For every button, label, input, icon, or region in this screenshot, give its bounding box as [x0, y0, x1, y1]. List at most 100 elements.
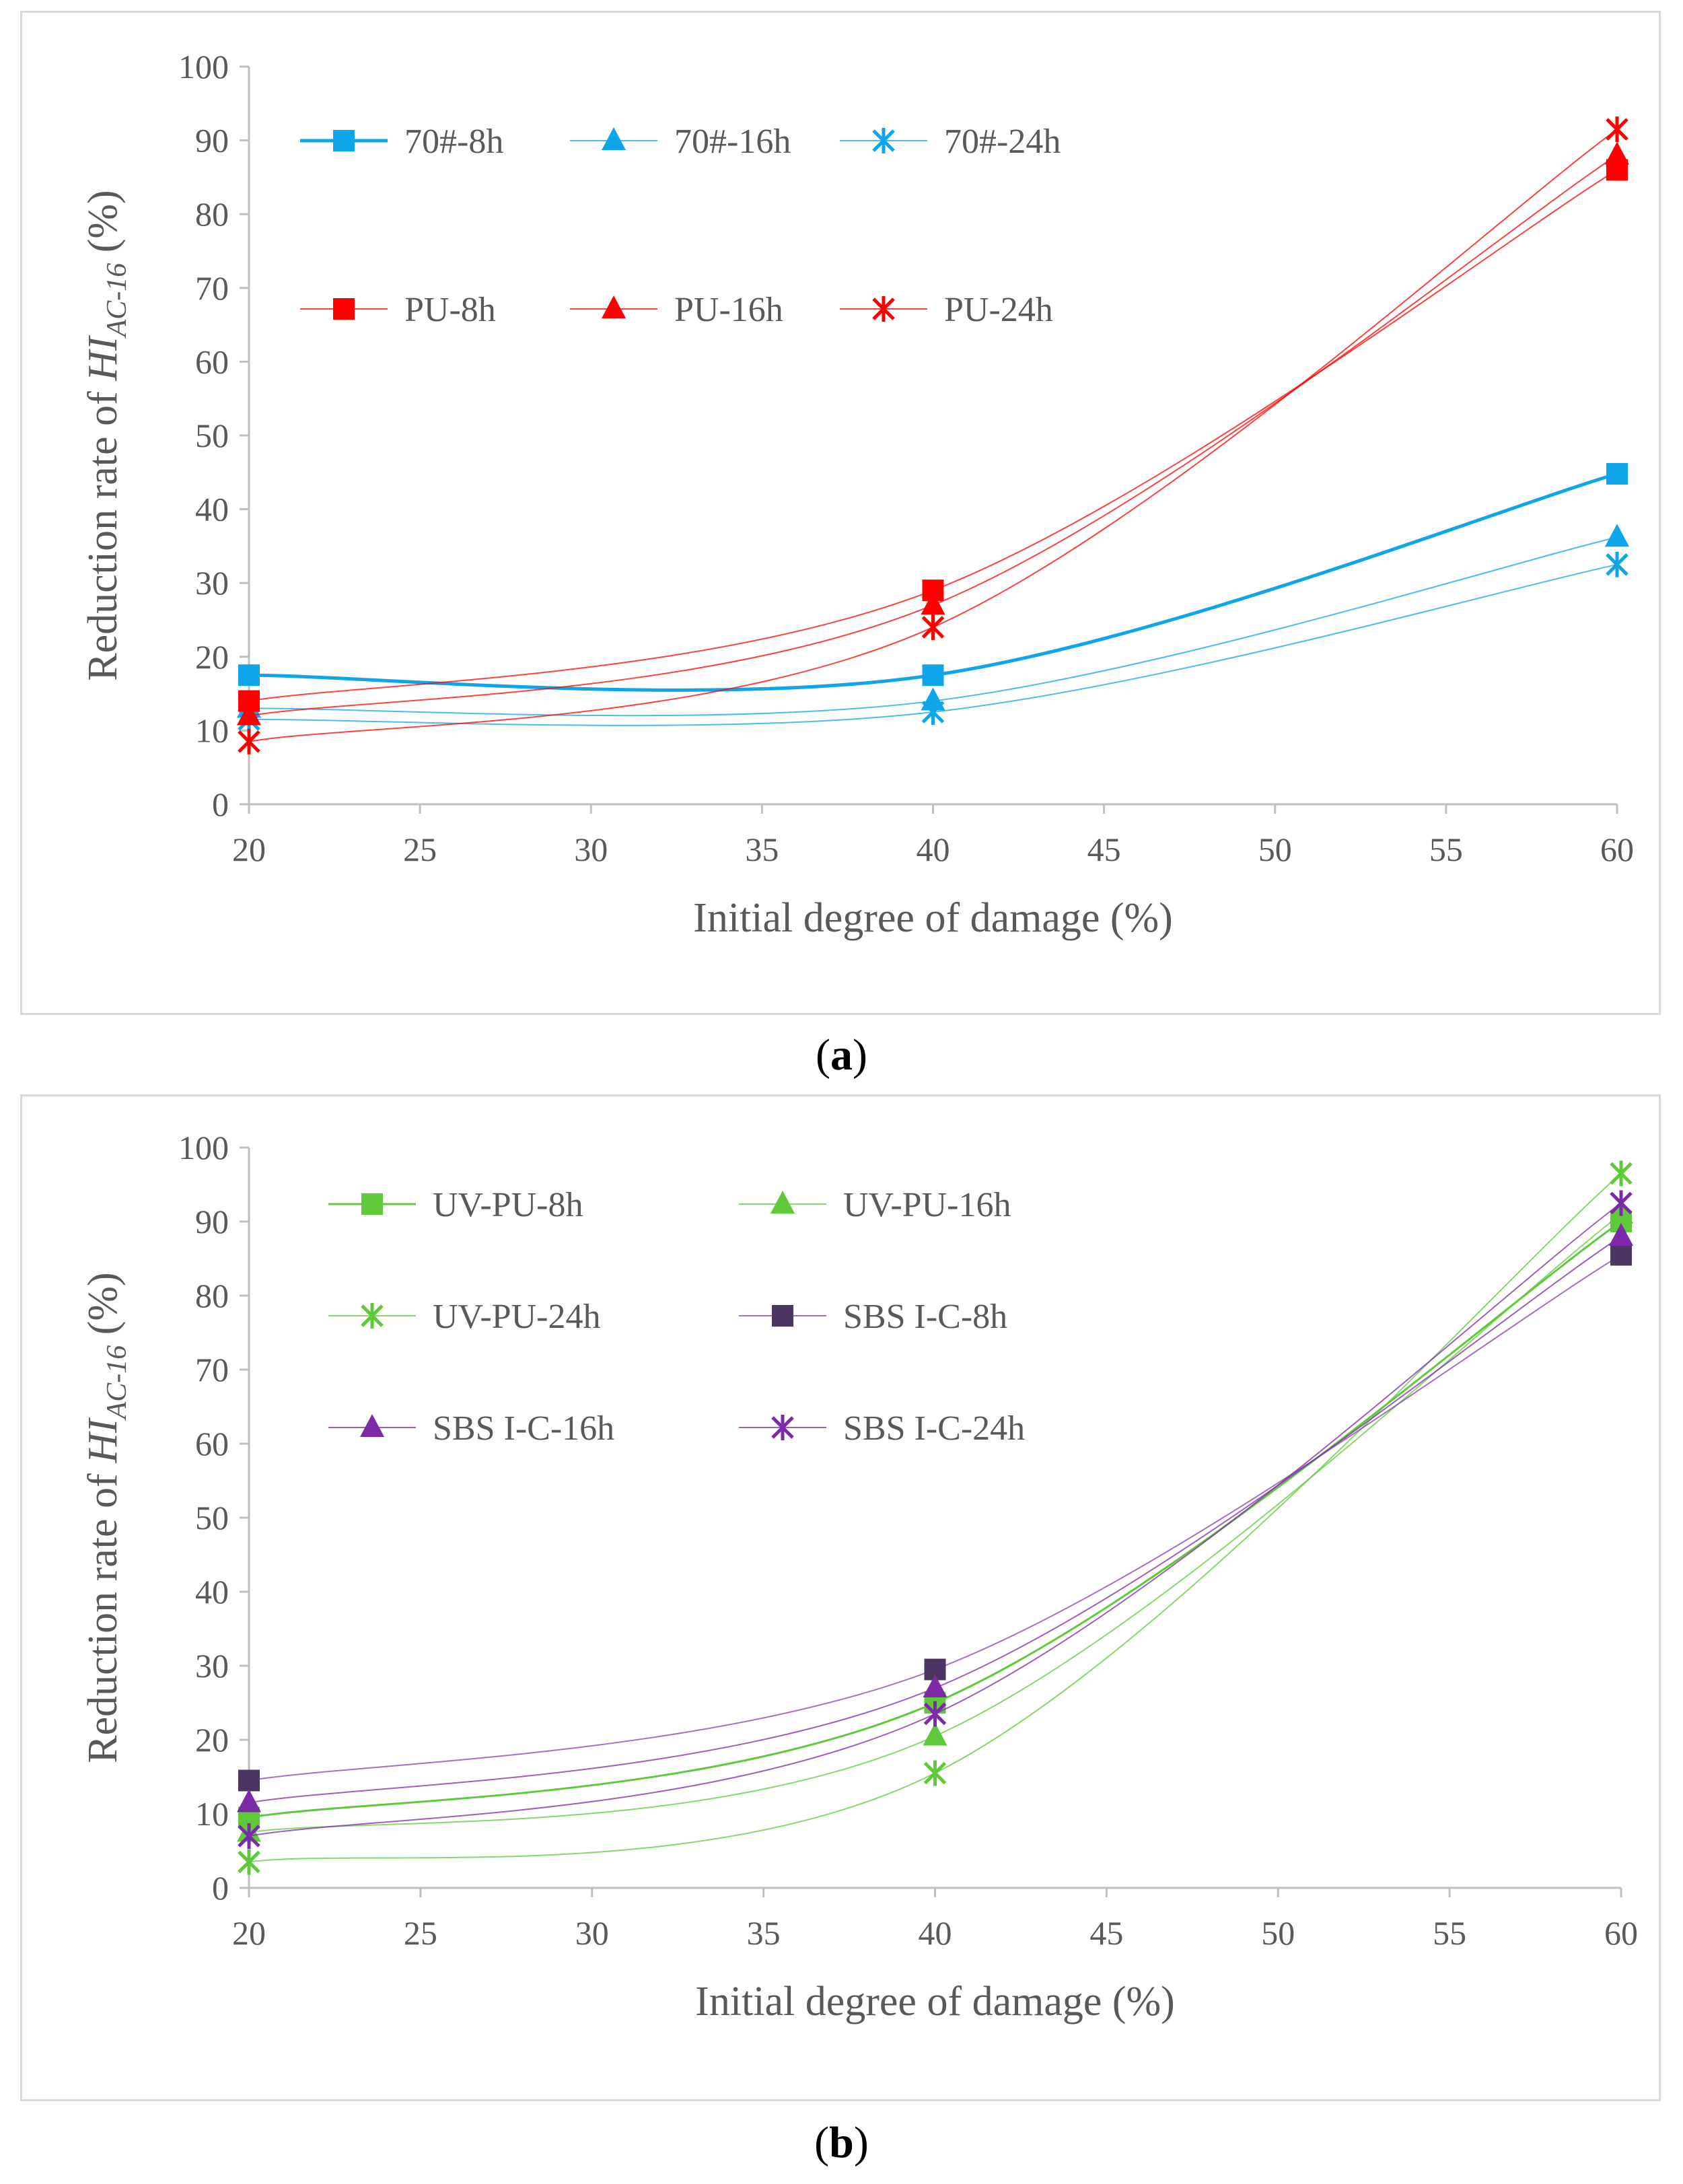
- series-pu-16h: [237, 141, 1629, 726]
- legend-label: PU-24h: [944, 291, 1053, 329]
- data-point: [238, 1769, 260, 1792]
- data-point: [921, 699, 945, 725]
- data-point: [923, 1760, 947, 1786]
- x-tick-label: 20: [232, 1914, 266, 1952]
- caption-a-close: ): [853, 1030, 867, 1080]
- y-axis-label: Reduction rate of HIAC-16 (%): [80, 1272, 133, 1763]
- x-tick-label: 60: [1600, 831, 1634, 868]
- x-axis-label: Initial degree of damage (%): [693, 895, 1173, 941]
- chart-a: 0 10 20 30 40 50 60 70 80 90 100 20 25 30 35 40 45 50 55 60…: [80, 48, 1634, 941]
- series-line: [248, 129, 1618, 742]
- data-point: [923, 1701, 947, 1727]
- series-70-24h: [238, 551, 1628, 732]
- y-tick-label: 40: [195, 491, 229, 528]
- y-tick-label: 80: [195, 195, 229, 233]
- y-tick-label: 90: [195, 122, 229, 160]
- y-tick-label: 30: [195, 1647, 229, 1685]
- legend-label: 70#-24h: [944, 122, 1061, 161]
- legend-marker: [771, 1191, 795, 1213]
- legend-marker: [360, 1414, 384, 1437]
- y-tick-label: 20: [195, 1721, 229, 1759]
- legend-label: UV-PU-8h: [433, 1186, 583, 1224]
- data-point: [923, 1722, 947, 1746]
- caption-a: (a): [0, 1030, 1683, 1081]
- caption-a-open: (: [816, 1030, 830, 1080]
- y-tick-label: 60: [195, 343, 229, 380]
- legend-marker: [361, 1303, 384, 1329]
- data-point: [1610, 1244, 1632, 1266]
- x-tick-label: 55: [1429, 831, 1463, 868]
- x-tick-label: 55: [1433, 1914, 1466, 1952]
- series-70-8h: [238, 462, 1628, 692]
- legend-marker: [771, 1415, 794, 1440]
- legend-marker: [361, 1193, 383, 1215]
- series-sbs-i-c-8h: [238, 1244, 1632, 1792]
- legend-label: UV-PU-24h: [433, 1298, 600, 1336]
- legend-item: SBS I-C-16h: [328, 1409, 614, 1448]
- legend-item: PU-8h: [300, 291, 496, 329]
- chart-b: 0 10 20 30 40 50 60 70 80 90 100 20 25 30 35 40 45 50 55 60…: [80, 1129, 1638, 2024]
- data-point: [1610, 1190, 1633, 1216]
- series-sbs-i-c-24h: [238, 1190, 1633, 1849]
- x-tick-label: 50: [1258, 831, 1292, 868]
- series-pu-8h: [238, 159, 1628, 712]
- series-line: [248, 1236, 1622, 1804]
- series-uv-pu-24h: [238, 1160, 1633, 1875]
- legend-label: PU-16h: [674, 291, 783, 329]
- series-uv-pu-16h: [237, 1201, 1633, 1842]
- data-point: [1605, 524, 1629, 547]
- legend: 70#-8h 70#-16h 70#-24h PU-8h PU-16h PU-24h: [300, 122, 1061, 329]
- y-axis-label: Reduction rate of HIAC-16 (%): [80, 190, 133, 680]
- data-point: [238, 1823, 260, 1849]
- y-tick-label: 30: [195, 564, 229, 602]
- chart-panel-a: 0 10 20 30 40 50 60 70 80 90 100 20 25 30 35 40 45 50 55 60…: [20, 11, 1661, 1015]
- legend-marker: [602, 127, 626, 150]
- x-tick-label: 50: [1261, 1914, 1295, 1952]
- caption-b-close: ): [853, 2118, 869, 2167]
- data-point: [238, 664, 260, 686]
- legend-marker: [602, 295, 626, 318]
- legend-item: 70#-16h: [570, 122, 791, 161]
- y-tick-label: 100: [178, 1129, 229, 1166]
- legend-item: UV-PU-8h: [328, 1186, 583, 1224]
- caption-a-letter: a: [830, 1030, 853, 1080]
- caption-b-letter: b: [829, 2118, 854, 2167]
- x-axis-label: Initial degree of damage (%): [695, 1979, 1175, 2024]
- x-tick-label: 60: [1604, 1914, 1638, 1952]
- x-tick-label: 35: [745, 831, 779, 868]
- legend-item: SBS I-C-24h: [739, 1409, 1025, 1448]
- y-tick-label: 10: [195, 711, 229, 749]
- y-tick-label: 90: [195, 1203, 229, 1240]
- series-line: [248, 1172, 1622, 1863]
- y-tick-label: 70: [195, 269, 229, 307]
- legend-item: PU-16h: [570, 291, 783, 329]
- legend-label: SBS I-C-16h: [433, 1409, 614, 1448]
- data-point: [1605, 141, 1629, 165]
- y-tick-label: 50: [195, 1499, 229, 1537]
- data-point: [237, 702, 261, 726]
- legend-marker: [872, 296, 895, 322]
- legend-label: UV-PU-16h: [843, 1186, 1011, 1224]
- legend-label: 70#-16h: [674, 122, 791, 161]
- chart-panel-b: 0 10 20 30 40 50 60 70 80 90 100 20 25 30 35 40 45 50 55 60…: [20, 1094, 1661, 2101]
- legend-item: 70#-8h: [300, 122, 503, 161]
- data-point: [1610, 1160, 1633, 1187]
- data-point: [1606, 462, 1628, 485]
- x-tick-label: 40: [919, 1914, 952, 1952]
- x-tick-label: 30: [574, 831, 608, 868]
- x-tick-label: 20: [232, 831, 266, 868]
- y-tick-label: 0: [212, 785, 229, 823]
- legend-label: SBS I-C-8h: [843, 1298, 1007, 1336]
- legend: UV-PU-8h UV-PU-16h UV-PU-24h SBS I-C-8h SBS …: [328, 1186, 1025, 1448]
- caption-b-open: (: [814, 2118, 830, 2167]
- data-point: [237, 1789, 261, 1812]
- x-tick-label: 40: [917, 831, 950, 868]
- legend-item: PU-24h: [840, 291, 1053, 329]
- legend-marker: [333, 130, 355, 151]
- data-point: [923, 1675, 947, 1697]
- caption-b: (b): [0, 2117, 1683, 2169]
- legend-item: UV-PU-16h: [739, 1186, 1011, 1224]
- y-tick-label: 20: [195, 638, 229, 676]
- y-tick-label: 0: [212, 1869, 229, 1907]
- series-line: [248, 1202, 1622, 1837]
